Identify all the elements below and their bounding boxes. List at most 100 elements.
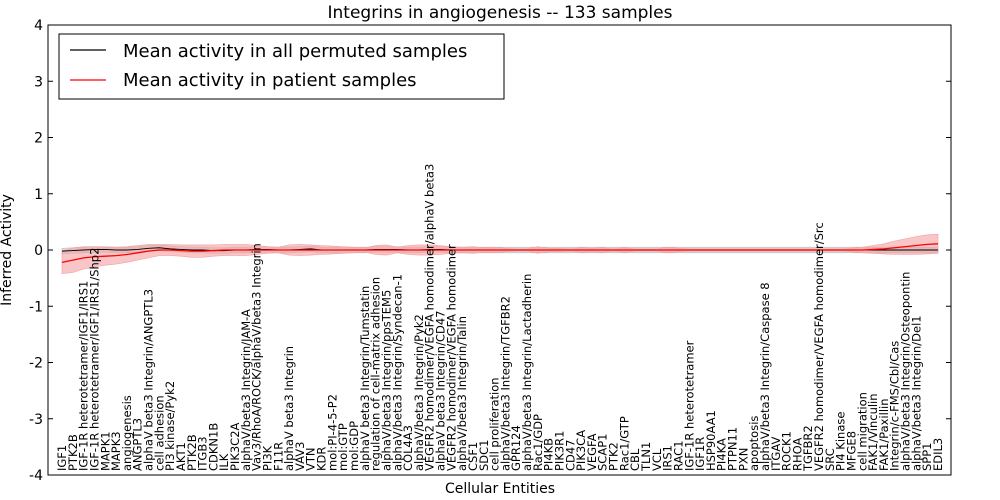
category-label: alphaV/beta3 Integrin/Osteopontin: [899, 272, 913, 471]
y-axis-label: Inferred Activity: [0, 194, 15, 306]
category-label: MAPK1: [98, 431, 112, 471]
category-label: Integrin/c-FMS/Cbl/Cas: [888, 341, 902, 471]
category-label: PIK3R1: [552, 431, 566, 472]
legend-box: [58, 33, 505, 100]
category-label: alphaV/beta3 Integrin/JAM-A: [239, 309, 253, 471]
category-label: ILK: [217, 453, 231, 471]
category-label: PIK3C2A: [228, 422, 242, 471]
category-label: VEGFR2 homodimer/VEGFA homodimer/Src: [812, 222, 826, 471]
category-label: alphaV/beta3 Integrin/Talin: [455, 316, 469, 471]
category-label: RHOA: [790, 438, 804, 471]
category-label: alphaV/beta3 Integrin/Caspase 8: [758, 282, 772, 471]
category-label: cell proliferation: [488, 377, 502, 471]
category-label: SCAP1: [596, 434, 610, 471]
category-label: PTK2B: [185, 434, 199, 471]
category-label: regulation of cell-matrix adhesion: [369, 277, 383, 471]
category-label: COL4A3: [401, 425, 415, 471]
confidence-bands: [61, 233, 939, 274]
category-label: Rac1/GDP: [531, 414, 545, 471]
category-label: TLN1: [639, 442, 653, 472]
category-label: PI4 Kinase: [834, 412, 848, 471]
category-label: ANGPTL3: [131, 418, 145, 471]
category-label: EDIL3: [931, 438, 945, 471]
category-label: CBL: [628, 448, 642, 471]
category-label: SDC1: [477, 439, 491, 471]
x-axis-label: Cellular Entities: [445, 481, 555, 497]
category-label: alphaV/beta3 Integrin/TGFBR2: [498, 296, 512, 471]
category-label: MFGE8: [844, 431, 858, 471]
category-label: alphaV/beta3 Integrin/Del1: [909, 315, 923, 471]
y-tick-label: 2: [34, 131, 43, 147]
category-label: VAV3: [293, 442, 307, 471]
category-label: KDR: [315, 447, 329, 471]
category-label: IGF1: [55, 445, 69, 471]
category-label: F11R: [271, 442, 285, 471]
category-label: PI4KB: [542, 438, 556, 471]
category-label: alphaV/beta3 Integrin/Pyk2: [412, 314, 426, 471]
category-label: PTK2: [607, 442, 621, 471]
y-tick-label: 1: [34, 187, 43, 203]
legend: Mean activity in all permuted samples Me…: [58, 33, 505, 100]
category-label: SRC: [823, 448, 837, 471]
category-label: IGF1R: [693, 437, 707, 471]
category-label: VCL: [650, 448, 664, 471]
category-label: FAK1/Paxillin: [877, 399, 891, 472]
category-label: TGFBR2: [801, 425, 815, 472]
category-label: CDKN1B: [206, 423, 220, 471]
category-label: mol:GTP: [336, 423, 350, 471]
category-label: FAK1/Vinculin: [866, 393, 880, 471]
category-label: Rac1/GTP: [617, 416, 631, 471]
category-label: PI4KA: [715, 438, 729, 471]
category-label: CD47: [563, 439, 577, 471]
category-label: IGF-1R heterotetramer/IGF1/IRS1/Shp2: [87, 248, 101, 471]
y-tick-label: 4: [34, 18, 43, 34]
legend-label-patient: Mean activity in patient samples: [123, 70, 417, 91]
category-label: HSP90AA1: [704, 410, 718, 471]
category-label: PI3K: [260, 445, 274, 471]
category-label: IGF-1R heterotetramer: [682, 340, 696, 471]
category-label: ITGAV: [769, 437, 783, 471]
category-label: alphaV beta3 Integrin/ANGPTL3: [142, 289, 156, 471]
category-label: PIK3CA: [574, 430, 588, 471]
patient-mean-line: [61, 243, 939, 264]
category-label: cell adhesion: [152, 395, 166, 471]
category-label: alphaV/beta3 Integrin/Syndecan-1: [390, 274, 404, 471]
category-label: alphaV/beta3 Integrin/ppsTEM5: [379, 290, 393, 471]
category-label: SPP1: [920, 443, 934, 472]
category-label: PTPN11: [726, 427, 740, 471]
category-label: alphaV beta3 Integrin: [282, 346, 296, 471]
category-label: AKT1: [174, 442, 188, 471]
y-tick-label: -2: [29, 356, 43, 372]
category-label: ITGB3: [196, 436, 210, 471]
category-label: Vav3/RhoA/ROCK/alphaV/beta3 Integrin: [250, 243, 264, 471]
category-label: MAPK3: [109, 431, 123, 471]
category-label: cell migration: [855, 392, 869, 471]
y-tick-label: -3: [29, 412, 43, 428]
category-label: PI3 kinase/Pyk2: [163, 381, 177, 471]
category-label: mol:PI-4-5-P2: [325, 394, 339, 471]
category-label: GPR124: [509, 425, 523, 471]
chart-title: Integrins in angiogenesis -- 133 samples: [328, 3, 673, 23]
legend-label-permuted: Mean activity in all permuted samples: [123, 41, 467, 62]
category-label: apoptosis: [747, 416, 761, 471]
plot-frame: [47, 24, 952, 476]
series-lines: [61, 243, 939, 264]
category-label: mol:GDP: [347, 421, 361, 471]
y-tick-label: 0: [34, 243, 43, 259]
category-label: VEGFR2 homodimer/VEGFA homodimer/alphaV …: [423, 164, 437, 471]
y-tick-label: -4: [29, 468, 43, 484]
patient-band: [61, 233, 939, 274]
category-label: PXN: [736, 448, 750, 471]
y-axis-ticks: -4 -3 -2 -1 0 1 2 3 4: [29, 18, 951, 484]
y-tick-label: 3: [34, 74, 43, 90]
category-label: PTK2B: [66, 434, 80, 471]
category-label: alphaV/beta3 Integrin/Lactadherin: [520, 274, 534, 471]
category-label: VEGFA: [585, 433, 599, 471]
category-label: angiogenesis: [120, 395, 134, 471]
category-label: ROCK1: [780, 431, 794, 471]
category-label: IGF-1R heterotetramer/IGF1/IRS1: [77, 281, 91, 471]
category-label: RAC1: [671, 440, 685, 471]
y-tick-label: -1: [29, 299, 43, 315]
